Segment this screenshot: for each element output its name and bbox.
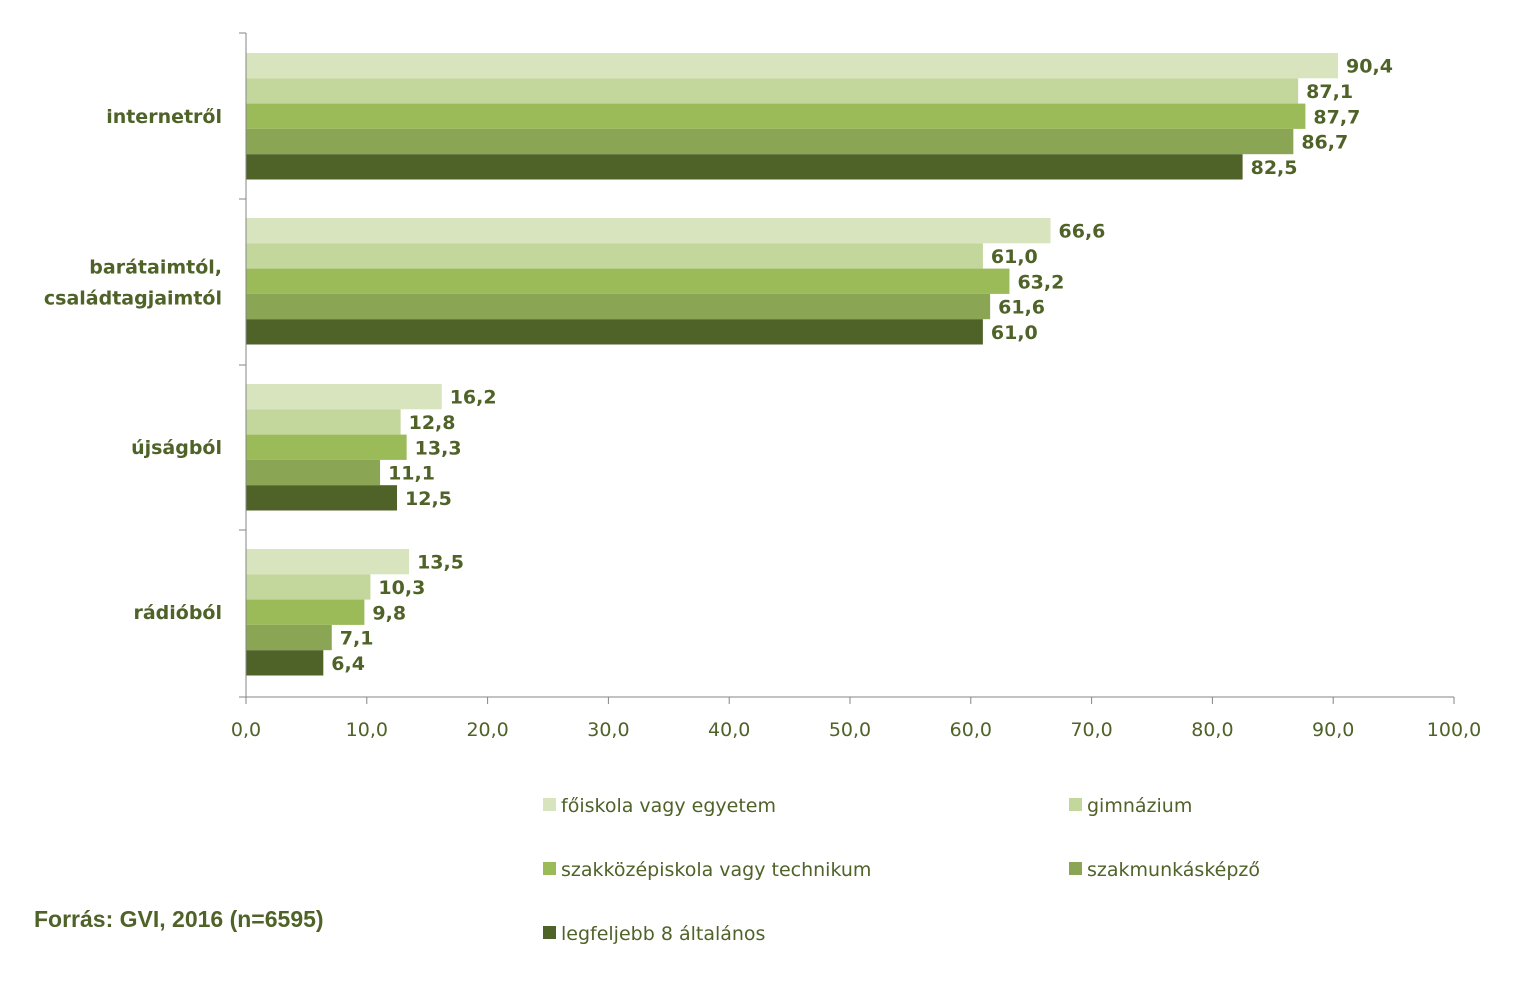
bar xyxy=(246,319,983,345)
x-tick-label: 10,0 xyxy=(346,719,388,741)
bar xyxy=(246,384,442,410)
value-label: 12,8 xyxy=(409,412,456,434)
value-label: 87,7 xyxy=(1313,106,1360,128)
x-tick-label: 90,0 xyxy=(1312,719,1354,741)
legend-label: szakmunkásképző xyxy=(1087,859,1260,881)
value-label: 6,4 xyxy=(331,653,365,675)
bar xyxy=(246,268,1010,294)
category-label: barátaimtól, családtagjaimtól xyxy=(44,257,222,310)
bar xyxy=(246,53,1339,79)
value-label: 90,4 xyxy=(1346,56,1393,78)
value-label: 7,1 xyxy=(340,628,374,650)
value-label: 63,2 xyxy=(1017,271,1064,293)
bar xyxy=(246,599,365,625)
value-label: 61,0 xyxy=(991,322,1038,344)
bar xyxy=(246,103,1306,129)
category-label: internetről xyxy=(106,106,222,128)
legend-swatch xyxy=(543,926,556,939)
bar xyxy=(246,128,1294,155)
category-label: rádióból xyxy=(133,602,222,624)
bar xyxy=(246,485,397,511)
bar xyxy=(246,78,1299,104)
bar xyxy=(246,409,401,435)
x-tick-label: 20,0 xyxy=(466,719,508,741)
x-tick-label: 0,0 xyxy=(231,719,261,741)
x-tick-label: 100,0 xyxy=(1427,719,1481,741)
bar xyxy=(246,218,1051,244)
value-label: 61,6 xyxy=(998,297,1045,319)
value-label: 13,3 xyxy=(415,437,462,459)
value-label: 12,5 xyxy=(405,488,452,510)
legend: főiskola vagy egyetem gimnázium szakközépi… xyxy=(543,795,1260,945)
legend-label: gimnázium xyxy=(1087,795,1192,817)
value-label: 11,1 xyxy=(388,463,435,485)
value-label: 9,8 xyxy=(372,602,406,624)
legend-label: főiskola vagy egyetem xyxy=(561,795,776,817)
legend-label: legfeljebb 8 általános xyxy=(561,923,765,945)
value-label: 10,3 xyxy=(378,577,425,599)
x-tick-label: 80,0 xyxy=(1191,719,1233,741)
value-label: 61,0 xyxy=(991,246,1038,268)
bar xyxy=(246,243,983,269)
bar xyxy=(246,459,381,486)
bars-group xyxy=(246,53,1339,676)
bar xyxy=(246,624,332,651)
legend-swatch xyxy=(543,862,556,875)
x-tick-label: 60,0 xyxy=(950,719,992,741)
x-tick-label: 50,0 xyxy=(829,719,871,741)
value-label: 82,5 xyxy=(1251,157,1298,179)
value-label: 66,6 xyxy=(1059,221,1106,243)
source-note: Forrás: GVI, 2016 (n=6595) xyxy=(34,906,324,932)
x-tick-label: 40,0 xyxy=(708,719,750,741)
axes-group xyxy=(239,32,1455,704)
category-label: újságból xyxy=(131,437,222,459)
bar xyxy=(246,650,324,676)
bar xyxy=(246,434,407,460)
x-tick-label: 70,0 xyxy=(1070,719,1112,741)
value-label: 87,1 xyxy=(1306,81,1353,103)
legend-label: szakközépiskola vagy technikum xyxy=(561,859,871,881)
x-tick-label: 30,0 xyxy=(587,719,629,741)
legend-swatch xyxy=(1069,798,1082,811)
bar xyxy=(246,154,1243,180)
labels-group: 90,4 66,6 16,2 13,5 87,1 61,0 12,8 10,3 87,7 63,2… xyxy=(44,56,1481,741)
bar xyxy=(246,574,371,600)
bar xyxy=(246,549,410,575)
legend-swatch xyxy=(1069,862,1082,875)
value-label: 86,7 xyxy=(1301,132,1348,154)
value-label: 13,5 xyxy=(417,552,464,574)
value-label: 16,2 xyxy=(450,387,497,409)
bar xyxy=(246,293,991,320)
legend-swatch xyxy=(543,798,556,811)
